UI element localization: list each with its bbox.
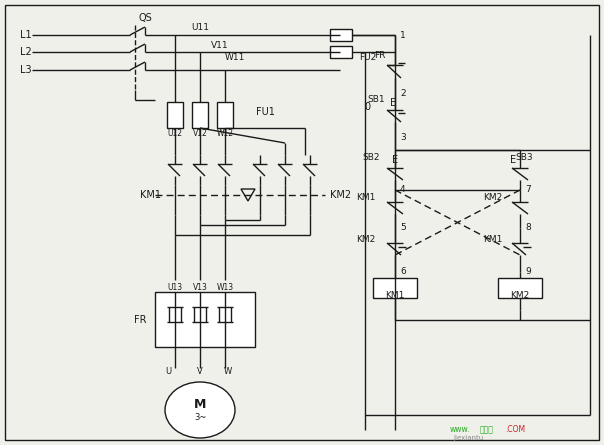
Text: W: W (224, 368, 232, 376)
Text: FR: FR (374, 50, 385, 60)
Text: U13: U13 (167, 283, 182, 291)
Text: SB3: SB3 (515, 154, 533, 162)
Text: E: E (392, 155, 398, 165)
Text: 1: 1 (400, 31, 406, 40)
Text: U: U (165, 368, 171, 376)
Text: 4: 4 (400, 186, 406, 194)
Text: 6: 6 (400, 267, 406, 276)
Text: L1: L1 (20, 30, 31, 40)
Text: FU1: FU1 (255, 107, 274, 117)
Ellipse shape (165, 382, 235, 438)
Bar (167, 102, 183, 128)
Text: www.: www. (450, 425, 471, 434)
Text: SB2: SB2 (362, 154, 380, 162)
Text: W12: W12 (216, 129, 234, 138)
Text: 接线图: 接线图 (480, 425, 494, 434)
Text: FR: FR (133, 315, 146, 325)
Bar (217, 102, 233, 128)
Text: 2: 2 (400, 89, 406, 97)
Text: V12: V12 (193, 129, 207, 138)
Text: 5: 5 (400, 223, 406, 232)
Bar (498, 278, 542, 298)
Text: SB1: SB1 (367, 96, 385, 105)
Text: KM2: KM2 (356, 235, 375, 244)
Text: V: V (197, 368, 203, 376)
Text: 3: 3 (400, 133, 406, 142)
Text: KM2: KM2 (330, 190, 351, 200)
Text: KM1: KM1 (385, 291, 405, 300)
Text: L3: L3 (20, 65, 31, 75)
Bar (330, 29, 352, 41)
Text: U11: U11 (191, 24, 209, 32)
Text: W13: W13 (216, 283, 234, 291)
Text: M: M (194, 399, 206, 412)
Text: 8: 8 (525, 223, 531, 232)
Text: V13: V13 (193, 283, 207, 291)
Text: FU2: FU2 (359, 53, 377, 62)
Text: QS: QS (138, 13, 152, 23)
Text: KM1: KM1 (356, 193, 375, 202)
Text: KM1: KM1 (140, 190, 161, 200)
Text: 0: 0 (364, 102, 370, 112)
Text: W11: W11 (225, 53, 245, 62)
Text: 3~: 3~ (194, 413, 206, 421)
Bar (155, 292, 255, 347)
Text: jiexiantu: jiexiantu (453, 435, 483, 441)
Bar (192, 102, 208, 128)
Text: E: E (510, 155, 516, 165)
Text: V11: V11 (211, 40, 229, 49)
Text: U12: U12 (167, 129, 182, 138)
Bar (330, 46, 352, 58)
Text: L2: L2 (20, 47, 32, 57)
Bar (373, 278, 417, 298)
Text: KM1: KM1 (483, 235, 502, 244)
Text: KM2: KM2 (483, 193, 502, 202)
Text: 7: 7 (525, 186, 531, 194)
Text: .COM: .COM (505, 425, 525, 434)
Text: 9: 9 (525, 267, 531, 276)
Text: E: E (390, 98, 396, 108)
Text: KM2: KM2 (510, 291, 530, 300)
